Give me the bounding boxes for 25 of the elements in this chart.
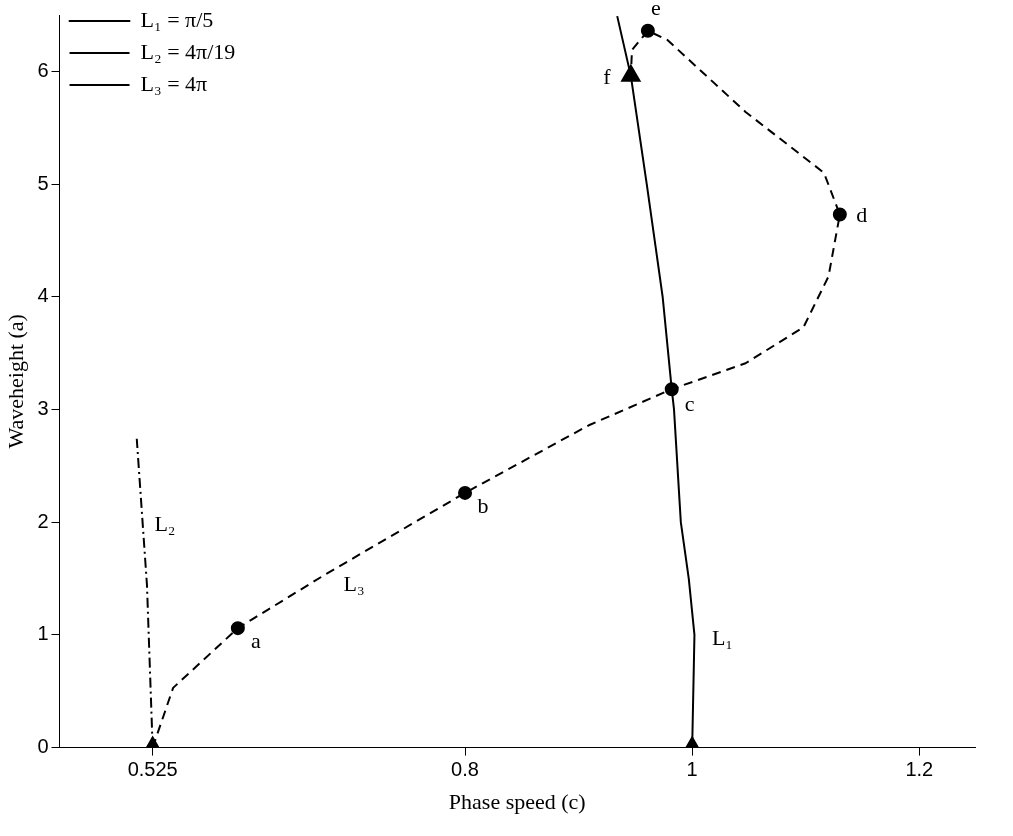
y-tick-label: 0 [37, 735, 49, 758]
annotation: a [250, 627, 261, 653]
x-tick-label: 1 [686, 758, 698, 781]
legend-label: L₂ = 4π/19 [140, 38, 236, 64]
x-tick-label: 0.8 [451, 758, 479, 781]
y-tick-label: 2 [37, 509, 49, 532]
x-axis-title: Phase speed (c) [448, 788, 586, 814]
annotation: L₃ [343, 570, 365, 596]
y-tick-label: 6 [37, 58, 49, 81]
y-tick-label: 3 [37, 396, 49, 419]
y-tick-label: 1 [37, 622, 49, 645]
annotation: d [856, 202, 868, 228]
x-tick-label: 1.2 [905, 758, 934, 781]
annotation: L₂ [154, 511, 176, 537]
annotation: e [651, 0, 661, 20]
annotation: L₁ [711, 624, 734, 650]
annotation: b [477, 492, 489, 518]
y-tick-label: 5 [37, 171, 49, 194]
annotation: c [684, 390, 695, 416]
x-tick-label: 0.525 [127, 758, 178, 781]
y-axis-title: Waveheight (a) [2, 314, 28, 449]
legend-label: L₃ = 4π [140, 70, 208, 96]
legend-label: L₁ = π/5 [140, 6, 214, 32]
annotation: f [603, 63, 612, 89]
y-tick-label: 4 [37, 284, 49, 307]
